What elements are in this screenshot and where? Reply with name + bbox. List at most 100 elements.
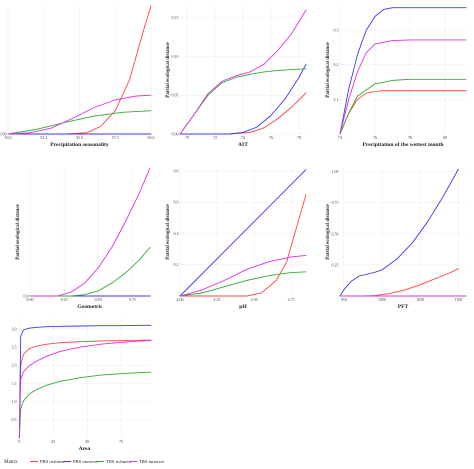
legend-item-tbs-richness: TBS richness: [106, 459, 131, 464]
series-line-tbs-turnover: [179, 9, 307, 135]
x-tick-label: 78: [408, 135, 412, 140]
y-tick-label: 0.8: [174, 169, 179, 174]
y-tick-label: 0.05: [172, 93, 179, 98]
plot-area: [340, 168, 466, 296]
y-tick-label: 1.5: [12, 381, 17, 386]
y-axis-label: Partial ecological distance: [326, 203, 331, 259]
x-axis-label: pH: [239, 304, 247, 310]
series-line-tbs-turnover: [18, 340, 152, 439]
y-tick-label: 0.6: [174, 200, 179, 205]
x-tick-label: 80: [443, 135, 447, 140]
y-tick-label: 1.00: [332, 169, 339, 174]
y-tick-label: 0.1: [334, 97, 339, 102]
panel-3: 74 76 78 80 0.1 0.2 0.3 Precipitation of the we…: [326, 6, 467, 148]
x-tick-label: 50: [85, 439, 89, 444]
y-axis-label: Partial ecological distance: [326, 41, 331, 97]
series-line-tbs-richness: [7, 110, 152, 135]
legend-title: Matrix: [4, 460, 18, 465]
panel-7: 0 25 50 75 0.5 1.0 1.5 2.0 2.5 3.0 Area: [12, 318, 152, 452]
series-line-pbs-turnover: [179, 63, 307, 135]
y-tick-label: 0.00: [172, 131, 179, 136]
series-line-pbs-richness: [18, 339, 152, 439]
x-tick-label: 78: [297, 135, 301, 140]
y-tick-label: 0.2: [334, 62, 339, 67]
x-tick-label: 4.50: [251, 297, 258, 302]
panel-4: 0.00 0.25 0.50 0.75 0.0 Geometric Partial ecol…: [16, 167, 151, 310]
legend: Matrix PBS richness PBS turnover TBS richne…: [4, 459, 165, 465]
series-line-tbs-richness: [339, 78, 467, 135]
x-tick-label: 4.25: [214, 297, 221, 302]
series-line-tbs-turnover: [179, 254, 307, 297]
series-line-tbs-turnover: [7, 94, 152, 135]
series-line-pbs-turnover: [18, 324, 152, 439]
x-tick-label: 25: [51, 439, 55, 444]
x-tick-label: 0.00: [27, 297, 34, 302]
series-line-tbs-richness: [179, 271, 307, 297]
x-axis-label: Geometric: [77, 304, 103, 310]
panel-1: 50.0 52.5 55.0 57.5 60.0 0.00 Precipitation se…: [0, 5, 155, 148]
y-tick-label: 1.0: [12, 399, 17, 404]
y-axis-label: Partial ecological distance: [166, 41, 171, 97]
series-line-tbs-richness: [18, 371, 152, 439]
x-tick-label: 75: [119, 439, 123, 444]
x-tick-label: 74: [338, 135, 342, 140]
y-tick-label: 0.0: [24, 293, 29, 298]
x-tick-label: 950: [341, 297, 347, 302]
series-line-pbs-turnover: [339, 7, 467, 135]
panel-2: 70 72 74 76 78 0.00 0.05 0.10 0.15 AIT Partial eco…: [166, 6, 307, 148]
y-tick-label: 0.4: [174, 231, 179, 236]
legend-item-tbs-turnover: TBS turnover: [139, 459, 165, 464]
plot-area: [18, 318, 151, 438]
x-tick-label: 0.50: [95, 297, 102, 302]
series-line-tbs-richness: [29, 246, 151, 297]
series-line-pbs-turnover: [179, 169, 307, 297]
x-tick-label: 70: [185, 135, 189, 140]
plot-area: [30, 168, 150, 296]
series-line-tbs-turnover: [29, 167, 151, 297]
x-tick-label: 76: [373, 135, 377, 140]
panel-5: 4.00 4.25 4.50 4.75 0.2 0.4 0.6 0.8 pH Partial ec…: [166, 168, 307, 310]
x-tick-label: 60.0: [148, 135, 155, 140]
x-tick-label: 4.00: [177, 297, 184, 302]
x-tick-label: 1100: [454, 297, 462, 302]
x-tick-label: 1000: [378, 297, 386, 302]
y-tick-label: 3.0: [12, 326, 17, 331]
y-tick-label: 0.25: [332, 262, 339, 267]
y-tick-label: 0.50: [332, 231, 339, 236]
y-axis-label: Partial ecological distance: [166, 203, 171, 259]
x-axis-label: PFT: [398, 304, 409, 310]
x-tick-label: 0.25: [61, 297, 68, 302]
plot-area: [340, 6, 466, 134]
y-tick-label: 2.5: [12, 344, 17, 349]
x-axis-label: AIT: [238, 142, 248, 148]
x-tick-label: 57.5: [112, 135, 119, 140]
series-line-pbs-richness: [179, 194, 307, 297]
y-tick-label: 0.75: [332, 200, 339, 205]
y-tick-label: 0.3: [334, 28, 339, 33]
y-tick-label: 0.2: [174, 262, 179, 267]
x-tick-label: 4.75: [288, 297, 295, 302]
series-line-tbs-turnover: [339, 39, 467, 135]
x-tick-label: 0.75: [129, 297, 136, 302]
panel-6: 950 1000 1050 1100 0.25 0.50 0.75 1.00 PFT Partia…: [326, 168, 467, 310]
y-axis-label: Partial ecological distance: [16, 203, 21, 259]
x-tick-label: 55.0: [76, 135, 83, 140]
legend-item-pbs-richness: PBS richness: [40, 459, 65, 464]
x-axis-label: Area: [79, 446, 91, 452]
x-tick-label: 0: [18, 439, 20, 444]
x-tick-label: 72: [213, 135, 217, 140]
legend-item-pbs-turnover: PBS turnover: [73, 459, 98, 464]
x-tick-label: 52.5: [40, 135, 47, 140]
x-tick-label: 1050: [416, 297, 424, 302]
x-tick-label: 76: [269, 135, 273, 140]
y-tick-label: 0.15: [172, 15, 179, 20]
x-tick-label: 50.0: [5, 135, 12, 140]
y-tick-label: 2.0: [12, 363, 17, 368]
x-axis-label: Precipitation seasonality: [50, 142, 109, 148]
series-line-pbs-turnover: [339, 168, 459, 297]
y-tick-label: 0.10: [172, 54, 179, 59]
x-tick-label: 74: [241, 135, 245, 140]
x-axis-label: Precipitation of the wettest month: [363, 142, 445, 148]
y-tick-label: 0.5: [12, 417, 17, 422]
